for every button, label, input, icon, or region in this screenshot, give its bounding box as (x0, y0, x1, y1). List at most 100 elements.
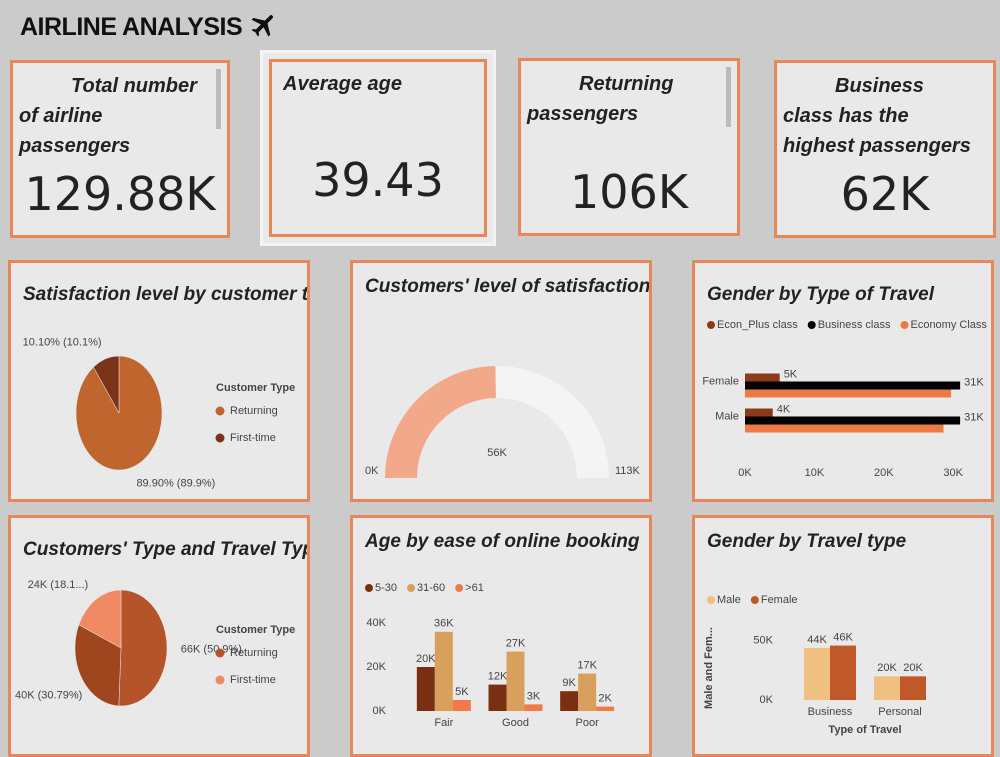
y-axis-label: Male and Fem... (703, 627, 715, 709)
legend-label: 5-30 (375, 582, 397, 594)
kpi-card: Average age 39.43 (260, 50, 496, 246)
legend-label: Econ_Plus class (717, 319, 798, 331)
legend-title: Customer Type (216, 382, 295, 394)
legend-swatch (215, 433, 225, 443)
legend-swatch (455, 584, 464, 592)
legend-label: 31-60 (417, 582, 445, 594)
chart-panel: Gender by Type of Travel Econ_Plus class B… (692, 260, 994, 502)
x-tick-label: Poor (576, 717, 600, 729)
legend-label: >61 (465, 582, 484, 594)
y-tick-label: 50K (753, 635, 773, 647)
legend-swatch (215, 648, 225, 658)
scrollbar (726, 67, 731, 127)
bar (488, 684, 507, 711)
bar (434, 631, 453, 711)
kpi-card: Returning passengers 106K (518, 58, 740, 236)
legend-label: Male (717, 594, 741, 606)
chart: Age by ease of online booking 5-30 31-60 >6… (364, 531, 640, 729)
bar (578, 673, 597, 711)
legend-label: First-time (230, 432, 276, 444)
y-tick-label: 0K (373, 705, 387, 717)
kpi-label: Business class has the highest passenger… (783, 75, 971, 157)
legend-swatch (215, 675, 225, 685)
y-tick-label: 20K (366, 661, 386, 673)
slice-label: 24K (18.1...) (28, 579, 89, 591)
legend-swatch (707, 321, 715, 329)
bar (830, 645, 856, 700)
data-label: 20K (903, 662, 923, 674)
legend-swatch (900, 321, 909, 329)
chart: Satisfaction level by customer type 89.90… (23, 284, 307, 489)
y-tick-label: Male (715, 410, 739, 422)
kpi-card: Total number of airline passengers 129.88… (10, 60, 230, 238)
legend-swatch (750, 596, 759, 604)
bar (452, 700, 471, 711)
legend-swatch (807, 321, 816, 329)
bar (745, 373, 780, 382)
chart-title: Satisfaction level by customer type (23, 284, 307, 305)
chart-panel: Customers' Type and Travel Type 66K (50.9… (8, 515, 310, 757)
bar (745, 389, 952, 398)
data-label: 2K (598, 693, 612, 705)
gauge-label: 56K (487, 447, 507, 459)
kpi-value: 39.43 (312, 153, 444, 207)
bar (874, 676, 900, 700)
legend-label: Business class (818, 319, 891, 331)
y-tick-label: 40K (366, 617, 386, 629)
chart: Customers' level of satisfaction 56K 0K 113… (365, 276, 649, 478)
data-label: 44K (807, 634, 827, 646)
data-label: 17K (577, 660, 597, 672)
bar (524, 704, 543, 711)
slice-label: 40K (30.79%) (15, 690, 82, 702)
x-tick-label: Good (502, 717, 529, 729)
y-tick-label: 0K (760, 694, 774, 706)
kpi-value: 129.88K (24, 167, 216, 221)
legend-label: Returning (230, 405, 278, 417)
bar (804, 647, 830, 700)
x-tick-label: Business (808, 706, 853, 718)
legend-swatch (407, 584, 416, 592)
kpi-label: Average age (283, 73, 402, 95)
legend-swatch (707, 596, 715, 604)
pie-slice (78, 589, 122, 649)
data-label: 27K (506, 638, 526, 650)
x-tick-label: Fair (434, 717, 453, 729)
bar (416, 667, 435, 711)
dashboard-title: AIRLINE ANALYSIS (20, 10, 279, 42)
data-label: 5K (784, 368, 798, 380)
data-label: 31K (964, 411, 984, 423)
kpi-label: Total number of airline passengers (19, 75, 197, 157)
data-label: 20K (416, 653, 436, 665)
chart-title: Gender by Travel type (707, 531, 907, 552)
chart: Gender by Type of Travel Econ_Plus class B… (702, 284, 987, 479)
x-axis-label: Type of Travel (828, 724, 901, 736)
legend-label: Economy Class (910, 319, 987, 331)
x-tick-label: 20K (874, 467, 894, 479)
kpi-card: Business class has the highest passenger… (774, 60, 996, 238)
data-label: 5K (455, 686, 469, 698)
legend-swatch (215, 406, 225, 416)
card-frame (269, 59, 487, 237)
y-tick-label: Female (702, 375, 739, 387)
chart-title: Customers' Type and Travel Type (23, 539, 307, 560)
slice-label: 89.90% (89.9%) (136, 477, 215, 489)
bar (745, 424, 944, 433)
x-tick-label: 10K (805, 467, 825, 479)
title-text: AIRLINE ANALYSIS (20, 13, 243, 41)
pie-slice (74, 624, 122, 707)
kpi-value: 62K (840, 167, 930, 221)
chart-title: Age by ease of online booking (364, 531, 640, 552)
chart-title: Customers' level of satisfaction (365, 276, 649, 297)
bar (745, 381, 961, 390)
data-label: 31K (964, 376, 984, 388)
data-label: 3K (527, 690, 541, 702)
legend-swatch (365, 584, 373, 592)
bar (745, 416, 961, 425)
bar (900, 676, 926, 700)
bar (745, 408, 773, 417)
bar (596, 706, 615, 711)
pie-slice (118, 589, 168, 707)
slice-label: 66K (50.9%) (181, 644, 242, 656)
gauge-min: 0K (365, 465, 379, 477)
